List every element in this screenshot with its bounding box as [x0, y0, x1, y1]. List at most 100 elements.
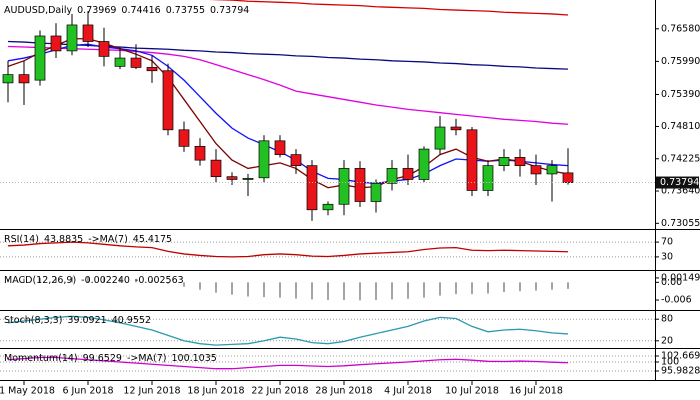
histogram-bar: [263, 282, 265, 298]
histogram-bar: [519, 282, 521, 292]
candle-body: [178, 129, 190, 147]
histogram-bar: [151, 279, 153, 283]
header-title: Momentum(14): [4, 353, 78, 364]
histogram-bar: [567, 282, 569, 289]
x-tick-label: 16 Jul 2018: [509, 386, 563, 397]
candle-body: [418, 148, 430, 180]
y-tick-label: 0.00: [661, 277, 682, 288]
indicator-line: [7, 356, 569, 370]
y-tick-label: -0.006: [661, 295, 692, 306]
candle-body: [18, 74, 30, 84]
moving-average: [209, 0, 569, 16]
header-value: 40.9552: [112, 315, 151, 326]
y-tick-label: 0.74225: [661, 153, 700, 164]
last-price-label: 0.73794: [660, 177, 699, 188]
histogram-bar: [487, 282, 489, 294]
candle-body: [146, 67, 158, 72]
histogram-bar: [87, 277, 89, 283]
candle-body: [210, 159, 222, 178]
candle-body: [338, 168, 350, 205]
header-value: -0.002563: [135, 275, 184, 286]
y-tick-label: 30: [661, 251, 673, 262]
candle-body: [322, 203, 334, 211]
candle-body: [242, 177, 254, 180]
x-tick-label: 4 Jul 2018: [384, 386, 432, 397]
y-tick-label: 0.73640: [661, 186, 700, 197]
indicator-line: [7, 241, 569, 258]
panel-header: AUDUSD,Daily 0.73969 0.74416 0.73755 0.73794: [4, 5, 249, 16]
header-value: 0.74416: [121, 5, 160, 16]
histogram-bar: [39, 277, 41, 283]
histogram-bar: [215, 282, 217, 293]
header-value: 0.73794: [210, 5, 249, 16]
candle-body: [82, 24, 94, 42]
histogram-bar: [103, 277, 105, 283]
y-tick-label: 0.001494: [661, 272, 700, 283]
histogram-bar: [407, 282, 409, 299]
candle-body: [226, 176, 238, 180]
header-ma-label: ->MA(7): [88, 234, 128, 245]
panel-header: RSI(14) 43.8835 ->MA(7) 45.4175: [4, 234, 172, 245]
histogram-bar: [375, 282, 377, 301]
histogram-bar: [455, 282, 457, 295]
candle-body: [290, 154, 302, 167]
y-tick-label: 0.75990: [661, 56, 700, 67]
histogram-bar: [439, 282, 441, 296]
candle-body: [114, 57, 126, 67]
header-title: MACD(12,26,9): [4, 275, 76, 286]
x-tick-label: 28 Jun 2018: [315, 386, 372, 397]
candle-body: [530, 165, 542, 175]
panel-frames: [0, 0, 700, 381]
header-value: 45.4175: [133, 234, 172, 245]
y-tick-label: 0.75390: [661, 89, 700, 100]
x-tick-label: 31 May 2018: [0, 386, 55, 397]
y-tick-label: 0.73055: [661, 218, 700, 229]
histogram-bar: [535, 282, 537, 291]
histogram-bar: [295, 282, 297, 299]
histogram-bar: [183, 282, 185, 287]
histogram-bar: [231, 282, 233, 295]
histogram-bar: [55, 277, 57, 283]
candle-body: [50, 35, 62, 52]
header-value: 0.73755: [166, 5, 205, 16]
candle-body: [258, 140, 270, 179]
y-tick-label: 80: [661, 314, 673, 325]
candle-body: [2, 74, 14, 84]
histogram-bar: [167, 282, 169, 284]
candle-body: [66, 24, 78, 52]
indicator-line: [7, 315, 569, 346]
candle-body: [482, 165, 494, 191]
header-title: Stoch(8,3,3): [4, 315, 62, 326]
histogram-bar: [551, 282, 553, 290]
histogram-bar: [327, 282, 329, 301]
histogram-bar: [311, 282, 313, 300]
candle-body: [546, 165, 558, 175]
x-tick-label: 6 Jun 2018: [62, 386, 113, 397]
y-tick-label: 100: [661, 356, 679, 367]
header-value: 39.0921: [67, 315, 106, 326]
x-tick-label: 18 Jun 2018: [187, 386, 244, 397]
last-price-tag: [656, 176, 699, 189]
candle-body: [514, 157, 526, 167]
panel-header: MACD(12,26,9) -0.002240 -0.002563: [4, 275, 184, 286]
histogram-bar: [423, 282, 425, 298]
header-ma-label: ->MA(7): [127, 353, 167, 364]
x-tick-label: 12 Jun 2018: [123, 386, 180, 397]
x-tick-label: 10 Jul 2018: [445, 386, 499, 397]
candle-body: [450, 126, 462, 131]
candle-body: [130, 57, 142, 68]
candle-body: [98, 41, 110, 57]
candle-body: [34, 35, 46, 81]
candle-body: [194, 145, 206, 161]
candle-body: [306, 165, 318, 211]
header-value: 43.8835: [44, 234, 83, 245]
histogram-bar: [247, 282, 249, 297]
histogram-bar: [23, 278, 25, 283]
candle-body: [434, 126, 446, 150]
histogram-bar: [279, 282, 281, 298]
candle-body: [370, 182, 382, 202]
histogram-bar: [199, 282, 201, 290]
panel-header: Momentum(14) 99.6529 ->MA(7) 100.1035: [4, 353, 217, 364]
y-tick-label: 0.76580: [661, 23, 700, 34]
